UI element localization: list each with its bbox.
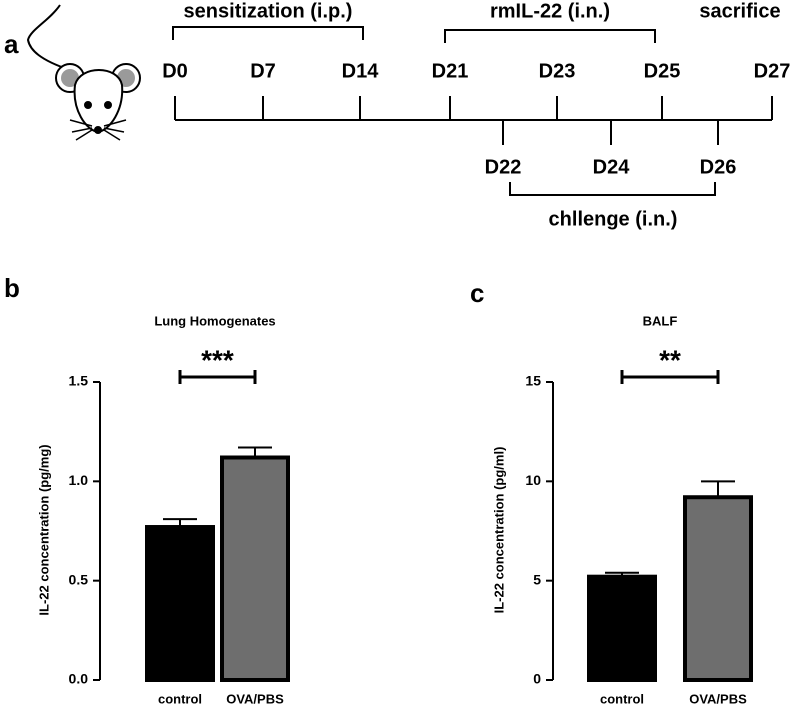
mouse-icon	[26, 4, 141, 141]
y-tick-label: 10	[525, 472, 541, 488]
bracket-label: chllenge (i.n.)	[549, 208, 678, 230]
x-tick-label: control	[600, 691, 644, 706]
timeline	[172, 26, 772, 196]
y-tick-label: 5	[533, 571, 541, 587]
bar	[587, 574, 657, 683]
y-tick-label: 0.0	[69, 671, 89, 687]
chart-title: Lung Homogenates	[154, 313, 275, 328]
bar	[145, 525, 215, 682]
significance-label: ***	[201, 344, 234, 375]
significance-label: **	[659, 344, 681, 375]
bracket-label: sacrifice	[699, 0, 780, 22]
day-label: D21	[432, 60, 469, 82]
y-tick-label: 0	[533, 671, 541, 687]
x-tick-label: OVA/PBS	[226, 691, 284, 706]
day-label: D14	[342, 60, 380, 82]
day-label: D0	[162, 60, 188, 82]
panel-label: b	[4, 273, 20, 303]
y-tick-label: 0.5	[69, 571, 89, 587]
day-label: D27	[754, 60, 791, 82]
significance-bracket	[178, 370, 257, 384]
panel-label: a	[4, 29, 19, 59]
x-tick-label: OVA/PBS	[689, 691, 747, 706]
day-label: D7	[250, 60, 276, 82]
significance-bracket	[620, 370, 720, 384]
panel-label: c	[470, 278, 484, 308]
day-label: D24	[593, 156, 631, 178]
day-label: D23	[539, 60, 576, 82]
bar	[683, 495, 753, 682]
y-tick-label: 15	[525, 373, 541, 389]
bracket-label: rmIL-22 (i.n.)	[490, 0, 610, 22]
day-label: D26	[700, 156, 737, 178]
day-label: D25	[644, 60, 681, 82]
y-axis-label: IL-22 concentration (pg/ml)	[491, 447, 506, 614]
y-tick-label: 1.0	[69, 472, 89, 488]
chart-title: BALF	[643, 313, 678, 328]
x-tick-label: control	[158, 691, 202, 706]
y-tick-label: 1.5	[69, 373, 89, 389]
bracket-label: sensitization (i.p.)	[184, 0, 353, 22]
bar	[220, 455, 290, 683]
y-axis-label: IL-22 concentration (pg/mg)	[36, 444, 51, 615]
day-label: D22	[485, 156, 522, 178]
